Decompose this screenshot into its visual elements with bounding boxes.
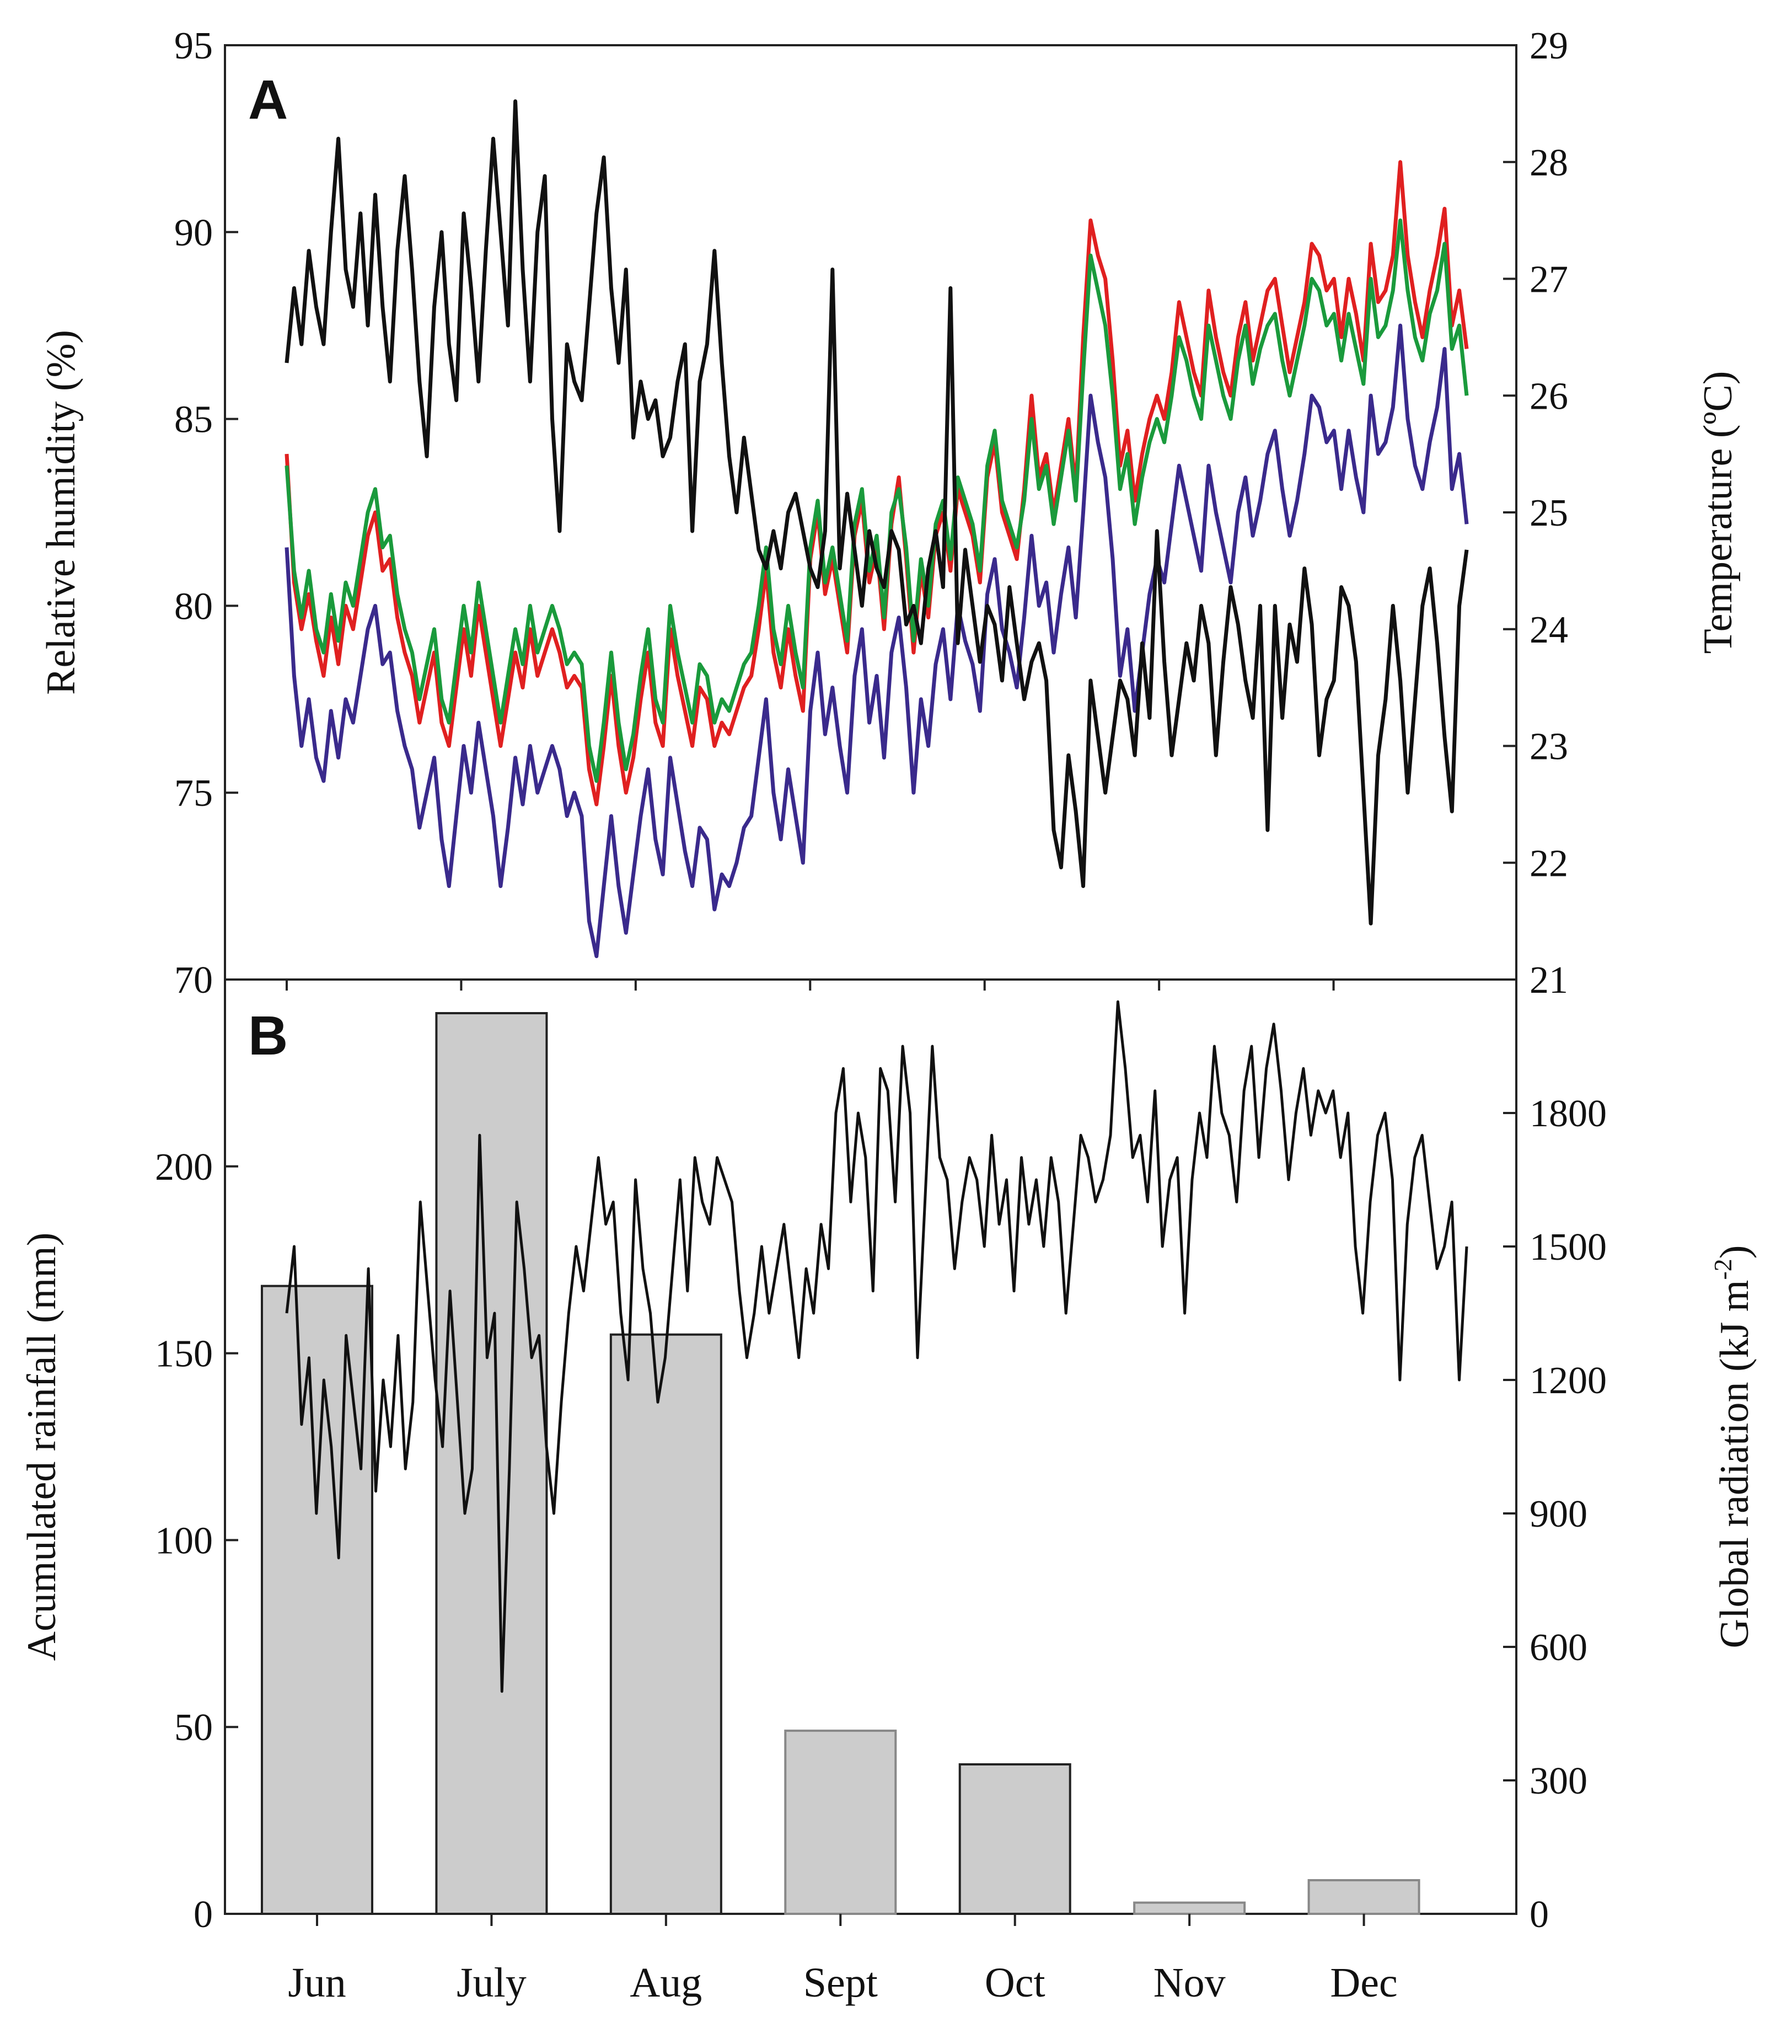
- panel-a-right-tick-label-7: 28: [1530, 142, 1568, 184]
- panel-a-right-tick-label-8: 29: [1530, 25, 1568, 67]
- panel-a-left-axis-title: Relative humidity (%): [39, 330, 84, 695]
- panel-b-left-tick-label-4: 200: [155, 1146, 213, 1189]
- panel-b-right-axis-title-close: ): [1712, 1245, 1757, 1259]
- panel-b-right-tick-label-5: 1500: [1530, 1226, 1607, 1269]
- x-tick-label-jun: Jun: [288, 1960, 346, 2006]
- rainfall-bar-aug: [609, 1333, 722, 1915]
- panel-b-right-axis: 0 300 600 900 1200 1500 1800: [1503, 1093, 1607, 1936]
- panel-a-left-tick-label-4: 90: [174, 212, 213, 254]
- panel-b-left-axis: 0 50 100 150 200: [155, 1146, 238, 1936]
- panel-b-x-axis: Jun July Aug Sept Oct Nov Dec: [286, 980, 1398, 2006]
- panel-a-left-tick-label-0: 70: [174, 959, 213, 1002]
- panel-b-right-tick-label-4: 1200: [1530, 1360, 1607, 1402]
- panel-a-left-tick-label-2: 80: [174, 585, 213, 628]
- panel-a-series: [285, 99, 1469, 959]
- rainfall-bar-july: [435, 1012, 548, 1915]
- panel-b-right-axis-title-main: Global radiation (kJ m: [1712, 1280, 1757, 1649]
- panel-a-series-line-2: [285, 218, 1469, 783]
- rainfall-bar-jun: [261, 1285, 373, 1915]
- panel-a-left-tick-label-3: 85: [174, 399, 213, 441]
- panel-a-right-tick-label-3: 24: [1530, 609, 1568, 651]
- panel-b-label: B: [248, 1005, 288, 1067]
- panel-b-left-tick-label-2: 100: [155, 1519, 213, 1562]
- x-tick-label-aug: Aug: [630, 1960, 702, 2006]
- panel-a-left-tick-label-5: 95: [174, 25, 213, 67]
- panel-b-left-axis-title: Acumulated rainfall (mm): [19, 1233, 65, 1661]
- panel-a-left-tick-label-1: 75: [174, 772, 213, 815]
- panel-b-rainfall-bars: [261, 1012, 1420, 1915]
- x-tick-label-nov: Nov: [1153, 1960, 1226, 2006]
- panel-a-label: A: [248, 69, 288, 131]
- panel-a-right-axis: 21 22 23 24 25 26 27 28 29: [1503, 25, 1568, 1002]
- panel-b-right-axis-title: Global radiation (kJ m-2): [1709, 1245, 1757, 1649]
- panel-a-right-axis-title: Temperature (ºC): [1696, 371, 1741, 654]
- panel-a-right-tick-label-4: 25: [1530, 492, 1568, 534]
- x-tick-label-dec: Dec: [1330, 1960, 1397, 2006]
- panel-a-right-tick-label-6: 27: [1530, 259, 1568, 301]
- panel-b-right-tick-label-2: 600: [1530, 1626, 1587, 1669]
- rainfall-bar-nov: [1133, 1901, 1246, 1915]
- panel-b-right-tick-label-0: 0: [1530, 1893, 1549, 1936]
- panel-b-left-tick-label-1: 50: [174, 1706, 213, 1749]
- panel-a-series-line-0: [285, 99, 1469, 925]
- panel-a-right-tick-label-0: 21: [1530, 959, 1568, 1002]
- panel-a-series-line-3: [285, 323, 1469, 959]
- x-tick-label-sept: Sept: [803, 1960, 878, 2006]
- panel-b-right-axis-title-sup: -2: [1709, 1259, 1737, 1280]
- rainfall-bar-sept: [784, 1729, 897, 1915]
- panel-b-right-tick-label-1: 300: [1530, 1760, 1587, 1802]
- radiation-line: [285, 1000, 1468, 1693]
- panel-b-radiation-line: [285, 1000, 1468, 1693]
- panel-b-left-tick-label-0: 0: [194, 1893, 213, 1936]
- panel-a: A 70 75 80 85 90 95 21 22 23 24 25 26 27 28 29 Relati…: [39, 25, 1741, 1002]
- x-tick-label-oct: Oct: [985, 1960, 1045, 2006]
- panel-b: B 0 50 100 150 200 0 300 600 900 1200 1500 1800 Ju…: [19, 978, 1757, 2006]
- panel-b-right-tick-label-6: 1800: [1530, 1093, 1607, 1135]
- x-tick-label-july: July: [457, 1960, 527, 2006]
- panel-a-right-tick-label-1: 22: [1530, 842, 1568, 885]
- panel-a-right-tick-label-2: 23: [1530, 726, 1568, 768]
- rainfall-bar-oct: [958, 1763, 1071, 1915]
- panel-b-left-tick-label-3: 150: [155, 1333, 213, 1376]
- panel-a-right-tick-label-5: 26: [1530, 375, 1568, 418]
- rainfall-bar-dec: [1307, 1879, 1420, 1915]
- panel-b-right-tick-label-3: 900: [1530, 1493, 1587, 1535]
- panel-a-left-axis: 70 75 80 85 90 95: [174, 25, 238, 1002]
- panel-a-frame: [224, 44, 1517, 981]
